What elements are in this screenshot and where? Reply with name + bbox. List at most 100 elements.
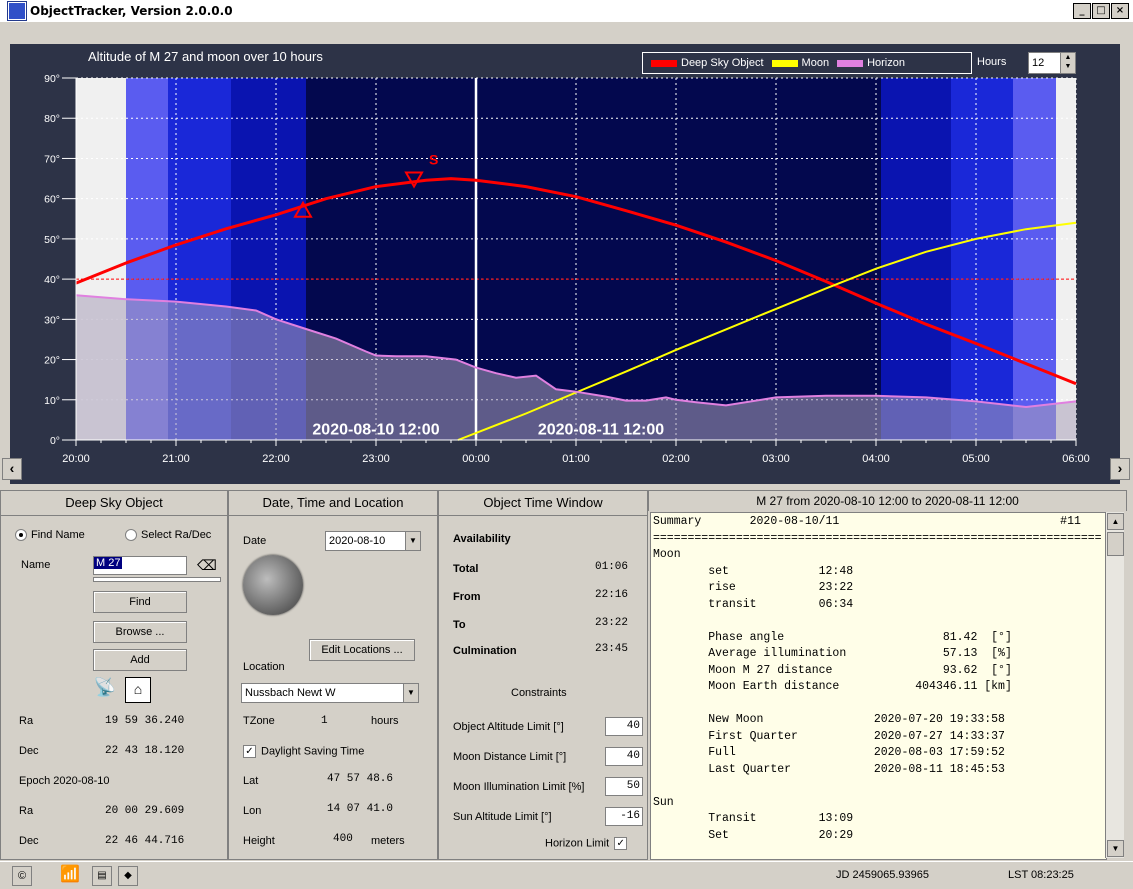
y-tick-label: 0° bbox=[50, 435, 60, 447]
maximize-button[interactable]: □ bbox=[1092, 3, 1110, 19]
sun-altitude-input[interactable]: -16 bbox=[605, 807, 643, 826]
dec2-label: Dec bbox=[19, 835, 39, 847]
total-value: 01:06 bbox=[595, 561, 629, 573]
clear-icon[interactable]: ⌫ bbox=[197, 557, 217, 573]
chart-title: Altitude of M 27 and moon over 10 hours bbox=[88, 49, 323, 64]
summary-header-bar: M 27 from 2020-08-10 12:00 to 2020-08-11… bbox=[648, 490, 1127, 511]
set-marker bbox=[404, 171, 424, 189]
panel-title: Object Time Window bbox=[439, 491, 647, 516]
chart-plot: S 2020-08-10 12:00 2020-08-11 12:00 0° 10° 20… bbox=[44, 73, 1090, 465]
observatory-icon[interactable]: ⌂ bbox=[125, 677, 151, 703]
y-tick-label: 60° bbox=[44, 194, 60, 206]
scroll-right-button[interactable]: › bbox=[1110, 458, 1130, 480]
legend-swatch-dso bbox=[651, 59, 677, 67]
app-icon bbox=[8, 2, 26, 20]
lat-value: 47 57 48.6 bbox=[327, 773, 394, 785]
dropdown-arrow-icon[interactable]: ▼ bbox=[405, 532, 420, 550]
y-tick-label: 30° bbox=[44, 314, 60, 326]
scroll-down-icon[interactable]: ▼ bbox=[1107, 840, 1124, 857]
summary-text[interactable]: Summary 2020-08-10/11 #11 ===============… bbox=[650, 512, 1107, 860]
lon-label: Lon bbox=[243, 805, 262, 817]
add-button[interactable]: Add bbox=[93, 649, 187, 671]
culmination-label: S bbox=[429, 152, 438, 168]
find-name-label: Find Name bbox=[31, 529, 85, 541]
dec-value: 22 43 18.120 bbox=[105, 745, 185, 757]
y-tick-label: 20° bbox=[44, 355, 60, 367]
x-tick-label: 21:00 bbox=[162, 453, 190, 465]
series-line-dso bbox=[75, 177, 1077, 386]
moon-distance-label: Moon Distance Limit [°] bbox=[453, 751, 567, 763]
name-value: M 27 bbox=[94, 557, 123, 569]
dropdown-arrow-icon[interactable]: ▼ bbox=[403, 684, 418, 702]
copyright-icon[interactable]: © bbox=[12, 866, 32, 886]
location-select[interactable]: Nussbach Newt W ▼ bbox=[241, 683, 419, 703]
ra2-label: Ra bbox=[19, 805, 34, 817]
date-label: 2020-08-11 12:00 bbox=[538, 421, 664, 438]
x-tick-label: 01:00 bbox=[562, 453, 590, 465]
dst-checkbox[interactable]: ✓ Daylight Saving Time bbox=[243, 745, 364, 758]
name-input[interactable]: M 27 bbox=[93, 556, 187, 575]
height-unit: meters bbox=[371, 835, 405, 847]
date-value: 2020-08-10 bbox=[329, 535, 386, 547]
y-tick-label: 40° bbox=[44, 274, 60, 286]
summary-line: Sun bbox=[653, 795, 674, 809]
legend-label-horizon: Horizon bbox=[867, 57, 905, 69]
x-tick-label: 23:00 bbox=[362, 453, 390, 465]
browse-button[interactable]: Browse ... bbox=[93, 621, 187, 643]
culmination-label: Culmination bbox=[453, 645, 517, 657]
moon-illumination-input[interactable]: 50 bbox=[605, 777, 643, 796]
hours-value: 12 bbox=[1032, 57, 1045, 69]
summary-title: M 27 from 2020-08-10 12:00 to 2020-08-11… bbox=[756, 494, 1019, 508]
location-panel: Date, Time and Location Date 2020-08-10 … bbox=[228, 490, 438, 860]
ra-label: Ra bbox=[19, 715, 34, 727]
rise-marker bbox=[293, 200, 313, 218]
altitude-limit-input[interactable]: 40 bbox=[605, 717, 643, 736]
summary-line: New Moon 2020-07-20 19:33:58 bbox=[653, 713, 1005, 726]
time-window-panel: Object Time Window Availability Total 01… bbox=[438, 490, 648, 860]
from-value: 22:16 bbox=[595, 589, 629, 601]
date-picker[interactable]: 2020-08-10 ▼ bbox=[325, 531, 421, 551]
window-title: ObjectTracker, Version 2.0.0.0 bbox=[30, 4, 233, 18]
dec-label: Dec bbox=[19, 745, 39, 757]
twilight-band bbox=[1013, 78, 1056, 440]
x-tick-label: 06:00 bbox=[1062, 453, 1090, 465]
y-tick-label: 70° bbox=[44, 153, 60, 165]
summary-line: First Quarter 2020-07-27 14:33:37 bbox=[653, 729, 1005, 743]
minimize-button[interactable]: _ bbox=[1073, 3, 1091, 19]
x-tick-label: 04:00 bbox=[862, 453, 890, 465]
horizon-limit-checkbox[interactable]: Horizon Limit ✓ bbox=[545, 837, 632, 850]
x-tick-label: 03:00 bbox=[762, 453, 790, 465]
x-tick-label: 02:00 bbox=[662, 453, 690, 465]
edit-locations-button[interactable]: Edit Locations ... bbox=[309, 639, 415, 661]
x-tick-label: 00:00 bbox=[462, 453, 490, 465]
y-tick-label: 50° bbox=[44, 234, 60, 246]
summary-line: rise 23:22 bbox=[653, 581, 854, 594]
moon-distance-input[interactable]: 40 bbox=[605, 747, 643, 766]
altitude-limit-label: Object Altitude Limit [°] bbox=[453, 721, 564, 733]
summary-scrollbar[interactable]: ▲ ▼ bbox=[1105, 512, 1124, 858]
find-button[interactable]: Find bbox=[93, 591, 187, 613]
summary-line: Set 20:29 bbox=[653, 828, 854, 842]
height-label: Height bbox=[243, 835, 275, 847]
y-tick-label: 10° bbox=[44, 395, 60, 407]
scroll-up-icon[interactable]: ▲ bbox=[1107, 513, 1124, 530]
wifi-icon[interactable]: 📶 bbox=[60, 866, 80, 883]
panel-title: Deep Sky Object bbox=[1, 491, 227, 516]
find-name-radio[interactable]: Find Name bbox=[15, 529, 85, 542]
document-icon[interactable]: ▤ bbox=[92, 866, 112, 886]
legend-label-dso: Deep Sky Object bbox=[681, 57, 764, 69]
close-button[interactable]: × bbox=[1111, 3, 1129, 19]
telescope-status-icon[interactable]: ◆ bbox=[118, 866, 138, 886]
moon-phase-icon bbox=[243, 555, 303, 615]
scroll-thumb[interactable] bbox=[1107, 532, 1124, 556]
x-tick-label: 05:00 bbox=[962, 453, 990, 465]
telescope-icon[interactable]: 📡 bbox=[93, 677, 117, 697]
from-label: From bbox=[453, 591, 481, 603]
scroll-left-button[interactable]: ‹ bbox=[2, 458, 22, 480]
tzone-unit: hours bbox=[371, 715, 399, 727]
twilight-band bbox=[1056, 78, 1076, 440]
select-radec-radio[interactable]: Select Ra/Dec bbox=[125, 529, 211, 542]
date-label: Date bbox=[243, 535, 267, 547]
hours-spinner[interactable]: 12 ▲ ▼ bbox=[1028, 52, 1076, 74]
spinner-arrows-icon[interactable]: ▲ ▼ bbox=[1060, 53, 1075, 73]
